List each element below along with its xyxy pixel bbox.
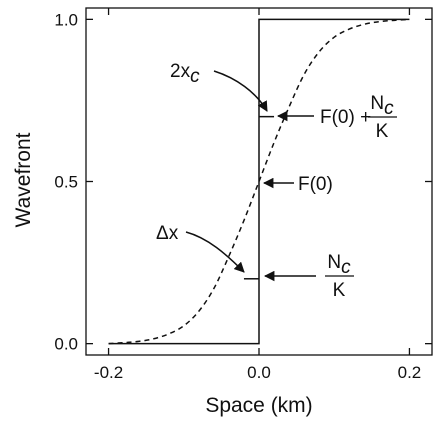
annotation-f0: F(0) (262, 174, 333, 195)
annotation-delta-x: Δx (156, 223, 245, 273)
annotation-f0-plus-numerator: N (370, 93, 384, 114)
svg-text:Nc: Nc (327, 252, 351, 278)
annotation-delta-x-arrow (185, 231, 245, 273)
annotation-2xc-sub: c (190, 66, 200, 87)
annotation-f0-label: F(0) (298, 174, 333, 195)
y-tick-label: 0.0 (54, 335, 78, 354)
annotation-f0-plus-nc-over-k: F(0) + Nc K (276, 93, 397, 142)
series-dashed-curve (108, 18, 410, 345)
series-group (108, 18, 410, 345)
annotation-nc-numerator-sub: c (341, 257, 351, 278)
y-axis-label: Wavefront (12, 132, 35, 227)
svg-text:2xc: 2xc (170, 61, 200, 87)
y-ticks: 0.0 0.5 1.0 (54, 10, 432, 354)
y-tick-label: 1.0 (54, 10, 78, 29)
x-tick-label: 0.0 (247, 363, 271, 382)
x-tick-label: 0.2 (398, 363, 422, 382)
svg-text:Nc: Nc (370, 93, 394, 119)
series-solid-step (108, 18, 410, 345)
annotation-nc-numerator: N (327, 252, 341, 273)
annotation-2xc-arrow (213, 70, 268, 112)
annotation-nc-denominator: K (333, 280, 346, 301)
marker-group (243, 115, 275, 280)
x-axis-label: Space (km) (205, 394, 312, 417)
annotation-f0-plus-label: F(0) + (320, 107, 371, 128)
annotation-delta-x-label: Δx (156, 223, 179, 244)
annotation-f0-plus-numerator-sub: c (384, 98, 394, 119)
annotation-2xc: 2xc (170, 61, 268, 112)
annotation-2xc-label: 2x (170, 61, 191, 82)
x-ticks: -0.2 0.0 0.2 (94, 8, 421, 382)
y-tick-label: 0.5 (54, 173, 78, 192)
annotation-f0-plus-denominator: K (376, 121, 389, 142)
x-tick-label: -0.2 (94, 363, 123, 382)
annotation-nc-over-k: Nc K (263, 252, 354, 301)
